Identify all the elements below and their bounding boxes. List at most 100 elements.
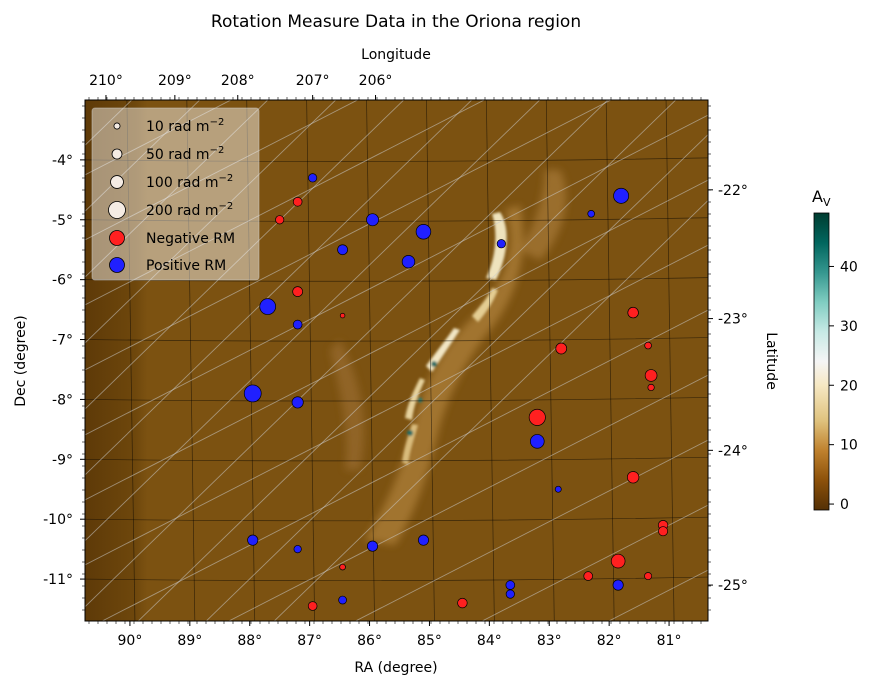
y-axis-label: Dec (degree) [13, 315, 29, 407]
negative-rm-marker [292, 286, 304, 297]
negative-rm-marker [275, 215, 285, 225]
ra-grid-line [545, 100, 555, 621]
ra-grid-line [665, 100, 675, 621]
colorbar-tick-label: 0 [840, 497, 849, 513]
chart-title: Rotation Measure Data in the Oriona regi… [211, 12, 581, 32]
legend-size-label: 50 rad m−2 [146, 145, 224, 163]
x-tick-label: 87° [297, 633, 322, 649]
top-tick-label: 210° [89, 73, 123, 89]
negative-rm-marker [528, 408, 546, 426]
legend-size-marker [108, 201, 126, 219]
cloud-core [402, 212, 507, 465]
positive-rm-marker [401, 255, 416, 269]
y-tick-label: -11° [43, 572, 73, 588]
positive-rm-marker [292, 319, 303, 330]
x-tick-label: 86° [357, 633, 382, 649]
positive-rm-marker [505, 580, 516, 590]
x-tick-label: 88° [237, 633, 262, 649]
dec-grid-line [85, 277, 708, 282]
positive-rm-marker [554, 485, 562, 493]
negative-rm-marker [627, 306, 639, 319]
top-tick-label: 209° [158, 73, 192, 89]
negative-rm-marker [339, 312, 346, 319]
top-tick-label: 207° [296, 73, 330, 89]
positive-rm-marker [367, 540, 379, 552]
negative-rm-marker [610, 553, 626, 569]
ra-grid-line [426, 100, 435, 621]
right-tick-label: -23° [718, 312, 748, 328]
positive-rm-marker [366, 213, 379, 227]
x-tick-label: 89° [177, 633, 202, 649]
y-tick-label: -4° [52, 153, 73, 169]
x-tick-label: 85° [417, 633, 442, 649]
y-tick-label: -7° [52, 333, 73, 349]
positive-rm-marker [293, 545, 302, 554]
legend-size-label: 100 rad m−2 [146, 173, 233, 191]
negative-rm-marker [647, 383, 655, 392]
positive-rm-marker [259, 298, 277, 315]
x-tick-label: 81° [657, 633, 682, 649]
legend-color-marker [109, 230, 125, 246]
lon-grid-line [273, 199, 708, 621]
negative-rm-marker [457, 597, 468, 609]
lon-grid-line [85, 100, 541, 542]
ra-grid-line [246, 100, 256, 621]
data-markers [243, 173, 669, 611]
colorbar: AV 0 10 20 30 40 [812, 187, 858, 513]
ra-grid-line [366, 100, 375, 621]
lon-grid-line [85, 100, 609, 608]
dec-grid-line [85, 337, 708, 342]
y-tick-label: -5° [52, 213, 73, 229]
right-axis-label: Latitude [763, 332, 779, 390]
positive-rm-marker [505, 589, 515, 599]
x-tick-label: 84° [477, 633, 502, 649]
legend-size-marker [113, 122, 121, 130]
positive-rm-marker [613, 187, 630, 204]
top-tick-label: 206° [359, 73, 393, 89]
lat-grid-line [85, 179, 708, 501]
lat-grid-line [354, 439, 708, 621]
colorbar-tick-label: 20 [840, 378, 858, 394]
ra-grid-line [306, 100, 315, 621]
x-tick-label: 90° [118, 633, 143, 649]
right-tick-label: -24° [718, 443, 748, 459]
colorbar-tick-label: 30 [840, 319, 858, 335]
legend-box [91, 107, 260, 281]
axes: 90° 89° 88° 87° 86° 85° 84° 83° 82° 81° -4° -5° -6° -… [43, 73, 748, 649]
negative-rm-marker [626, 471, 640, 484]
legend-size-exponent: −2 [218, 173, 233, 184]
legend-size-label: 10 rad m−2 [146, 117, 224, 135]
positive-rm-marker [338, 595, 347, 605]
lat-grid-line [85, 244, 708, 566]
top-tick-label: 208° [221, 73, 255, 89]
dec-grid-line [85, 456, 708, 462]
positive-rm-marker [291, 396, 304, 409]
lat-grid-line [85, 100, 486, 306]
lat-grid-line [101, 309, 708, 621]
lon-grid-line [85, 100, 269, 278]
negative-rm-marker [644, 369, 658, 382]
positive-rm-marker [415, 224, 432, 240]
positive-rm-marker [417, 534, 429, 546]
colorbar-gradient [813, 212, 830, 511]
x-axis-label: RA (degree) [354, 660, 437, 676]
legend: 10 rad m−2 50 rad m−2 100 rad m−2 200 rad m… [91, 107, 260, 281]
positive-rm-marker [530, 434, 545, 449]
negative-rm-marker [658, 526, 669, 537]
x-tick-label: 83° [537, 633, 562, 649]
lon-grid-line [85, 100, 201, 212]
right-tick-label: -25° [718, 578, 748, 594]
lat-grid-line [227, 374, 708, 621]
ra-grid-line [486, 100, 495, 621]
legend-color-marker [109, 257, 125, 273]
negative-rm-marker [644, 341, 652, 350]
positive-rm-marker [496, 239, 506, 249]
top-axis-label: Longitude [361, 47, 431, 63]
lon-grid-line [85, 100, 473, 476]
positive-rm-marker [337, 244, 348, 256]
plot-area [85, 100, 708, 621]
lat-grid-line [85, 100, 359, 241]
ra-grid-line [126, 100, 136, 621]
legend-size-marker [110, 175, 124, 189]
